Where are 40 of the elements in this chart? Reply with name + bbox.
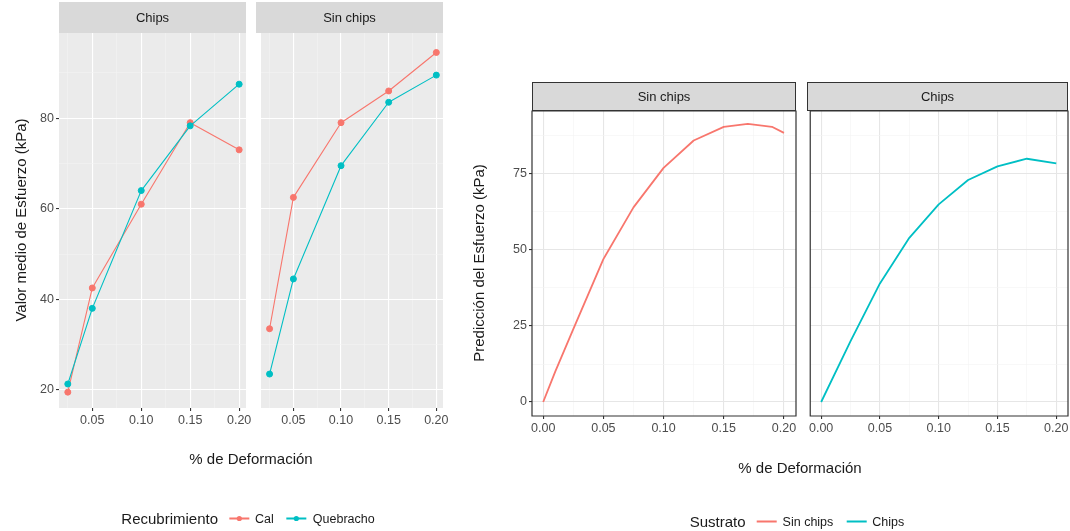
text: Chips [920, 89, 955, 104]
x-tick-label: 0.10 [129, 412, 154, 427]
legend-label: Sin chips [782, 514, 834, 528]
y-tick-label: 40 [40, 291, 55, 306]
legend-title: Sustrato [689, 512, 746, 530]
x-axis-title: % de Deformación [738, 458, 862, 476]
x-tick-label: 0.05 [80, 412, 105, 427]
x-tick-label: 0.20 [424, 412, 449, 427]
legend-label: Cal [255, 511, 274, 525]
y-tick-label: 75 [513, 166, 528, 181]
x-tick-label: 0.15 [711, 420, 736, 435]
x-tick-label: 0.15 [178, 412, 203, 427]
legend-label: Quebracho [312, 511, 375, 525]
x-tick-label: 0.05 [281, 412, 306, 427]
x-tick-label: 0.10 [651, 420, 676, 435]
x-tick-label: 0.15 [376, 412, 401, 427]
chart-title: Sin chips [637, 89, 691, 104]
x-tick-label: 0.15 [985, 420, 1010, 435]
chart-title: Chips [872, 514, 905, 528]
x-tick-label: 0.20 [771, 420, 797, 435]
y-tick-label: 80 [40, 110, 55, 125]
y-tick-label: 25 [513, 318, 528, 333]
x-tick-label: 0.05 [591, 420, 616, 435]
x-tick-label: 0.20 [1044, 420, 1069, 435]
y-axis-title: Valor medio de Esfuerzo (kPa) [11, 118, 29, 322]
legend-title: Recubrimiento [121, 509, 219, 527]
x-tick-label: 0.05 [867, 420, 893, 435]
x-tick-label: 0.00 [808, 420, 834, 435]
y-tick-label: 60 [40, 201, 55, 216]
x-tick-label: 0.10 [926, 420, 951, 435]
chart-title: Chips [135, 10, 170, 25]
y-tick-label: 20 [40, 382, 55, 397]
x-tick-label: 0.10 [328, 412, 354, 427]
y-axis-title: Predicción del Esfuerzo (kPa) [469, 164, 487, 362]
x-tick-label: 0.00 [531, 420, 556, 435]
chart-title: Sin chips [323, 10, 376, 25]
x-axis-title: % de Deformación [189, 449, 313, 467]
x-tick-label: 0.20 [226, 412, 252, 427]
y-tick-label: 50 [513, 242, 528, 257]
y-tick-label: 0 [520, 394, 528, 409]
